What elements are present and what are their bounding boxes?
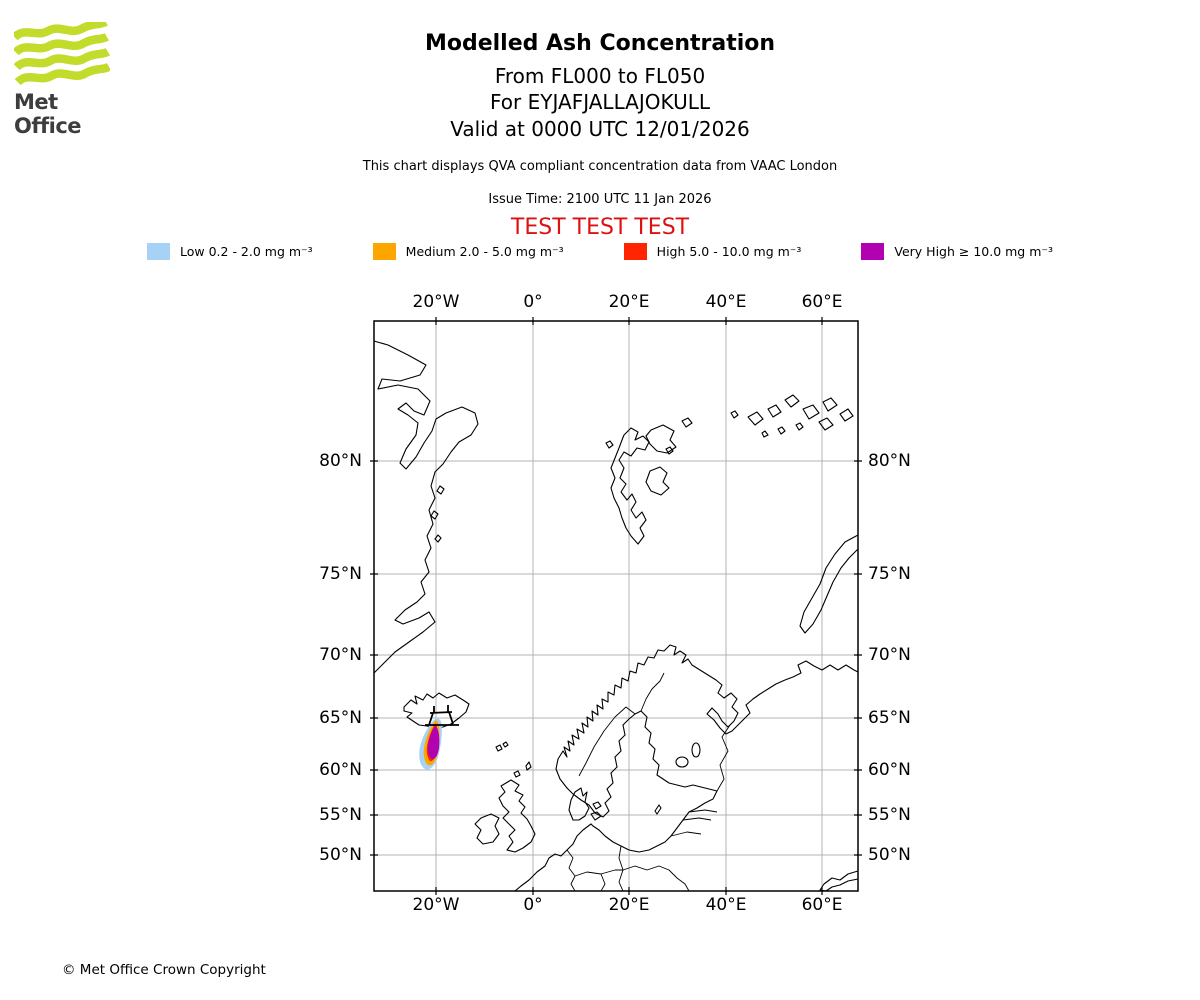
legend-swatch-low <box>147 243 170 260</box>
lat-label-right-80n: 80°N <box>868 451 911 471</box>
lon-label-top-20e: 20°E <box>608 292 650 312</box>
issue-time: Issue Time: 2100 UTC 11 Jan 2026 <box>488 192 712 207</box>
lat-label-left-55n: 55°N <box>319 805 362 825</box>
legend-item-medium: Medium 2.0 - 5.0 mg m⁻³ <box>372 243 564 260</box>
qva-description: This chart displays QVA compliant concen… <box>362 159 838 174</box>
source-polygon-icon <box>425 705 459 726</box>
lat-label-left-80n: 80°N <box>319 451 362 471</box>
lon-label-bottom-20e: 20°E <box>608 895 650 915</box>
legend: Low 0.2 - 2.0 mg m⁻³ Medium 2.0 - 5.0 mg… <box>0 243 1200 260</box>
subtitle-valid-time: Valid at 0000 UTC 12/01/2026 <box>450 117 750 141</box>
legend-swatch-high <box>623 243 647 260</box>
legend-label-low: Low 0.2 - 2.0 mg m⁻³ <box>180 244 313 259</box>
lat-label-right-60n: 60°N <box>868 760 911 780</box>
lon-label-bottom-0: 0° <box>523 895 543 915</box>
legend-swatch-very-high <box>861 243 885 260</box>
lat-label-left-70n: 70°N <box>319 645 362 665</box>
map-canvas <box>370 317 862 895</box>
lon-label-bottom-20w: 20°W <box>412 895 460 915</box>
lat-label-left-60n: 60°N <box>319 760 362 780</box>
test-banner: TEST TEST TEST <box>510 215 690 240</box>
met-office-waves-icon <box>14 22 110 86</box>
legend-item-very-high: Very High ≥ 10.0 mg m⁻³ <box>861 243 1053 260</box>
lat-label-right-75n: 75°N <box>868 564 911 584</box>
lon-label-top-20w: 20°W <box>412 292 460 312</box>
legend-label-high: High 5.0 - 10.0 mg m⁻³ <box>656 244 802 259</box>
plume-very-high-contour <box>427 725 440 760</box>
ash-plume <box>419 717 442 770</box>
lat-label-right-70n: 70°N <box>868 645 911 665</box>
subtitle-flight-levels: From FL000 to FL050 <box>494 64 706 88</box>
legend-item-high: High 5.0 - 10.0 mg m⁻³ <box>623 243 802 260</box>
lat-label-left-75n: 75°N <box>319 564 362 584</box>
legend-swatch-medium <box>372 243 396 260</box>
met-office-logo-text: Met Office <box>14 90 82 138</box>
graticule-grid <box>374 321 858 891</box>
lat-label-right-50n: 50°N <box>868 845 911 865</box>
lat-label-right-55n: 55°N <box>868 805 911 825</box>
coastlines <box>373 340 859 892</box>
lon-label-top-40e: 40°E <box>705 292 747 312</box>
subtitle-volcano: For EYJAFJALLAJOKULL <box>490 90 710 114</box>
map-frame <box>370 317 862 895</box>
lon-label-bottom-60e: 60°E <box>801 895 843 915</box>
lat-label-right-65n: 65°N <box>868 708 911 728</box>
legend-item-low: Low 0.2 - 2.0 mg m⁻³ <box>147 243 313 260</box>
lat-label-left-65n: 65°N <box>319 708 362 728</box>
legend-label-very-high: Very High ≥ 10.0 mg m⁻³ <box>894 244 1053 259</box>
copyright-notice: © Met Office Crown Copyright <box>62 962 266 978</box>
lon-label-bottom-40e: 40°E <box>705 895 747 915</box>
page-title: Modelled Ash Concentration <box>424 31 776 56</box>
met-office-logo: Met Office <box>14 22 124 138</box>
lon-label-top-60e: 60°E <box>801 292 843 312</box>
lat-label-left-50n: 50°N <box>319 845 362 865</box>
country-borders <box>566 672 731 892</box>
legend-label-medium: Medium 2.0 - 5.0 mg m⁻³ <box>405 244 564 259</box>
lon-label-top-0: 0° <box>523 292 543 312</box>
